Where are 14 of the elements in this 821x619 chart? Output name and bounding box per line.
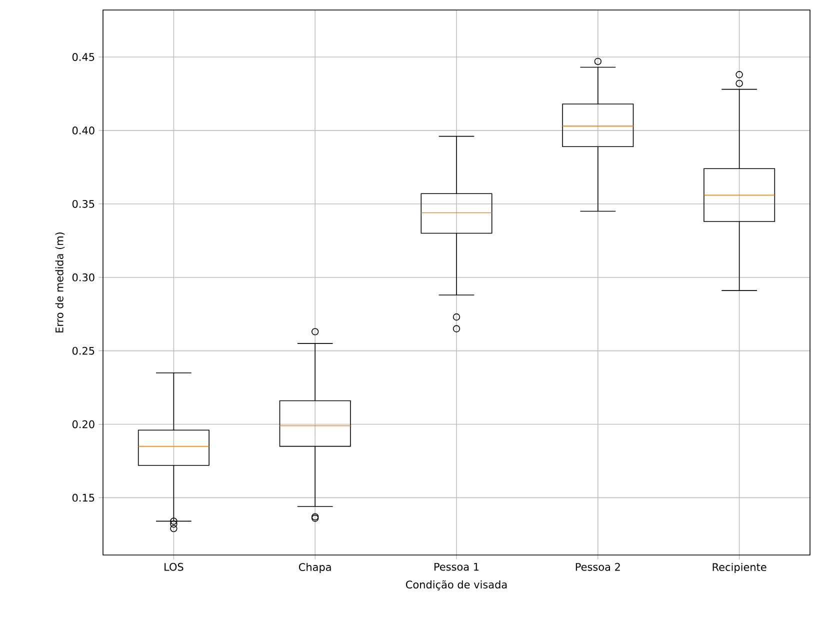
x-tick-label: LOS — [164, 562, 184, 571]
y-tick-label: 0.35 — [72, 200, 94, 208]
y-tick-label: 0.45 — [72, 53, 94, 61]
y-tick-label: 0.25 — [72, 346, 94, 355]
y-axis-title: Erro de medida (m) — [55, 232, 65, 332]
x-tick-label: Recipiente — [712, 562, 766, 574]
x-tick-label: Pessoa 1 — [434, 562, 479, 571]
y-tick-label: 0.30 — [72, 273, 94, 282]
x-axis-title: Condição de visada — [406, 580, 507, 590]
y-tick-label: 0.15 — [72, 494, 94, 502]
y-tick-label: 0.40 — [72, 126, 94, 134]
x-tick-label: Chapa — [299, 562, 331, 574]
x-tick-label: Pessoa 2 — [576, 562, 620, 571]
y-tick-label: 0.20 — [72, 420, 94, 428]
